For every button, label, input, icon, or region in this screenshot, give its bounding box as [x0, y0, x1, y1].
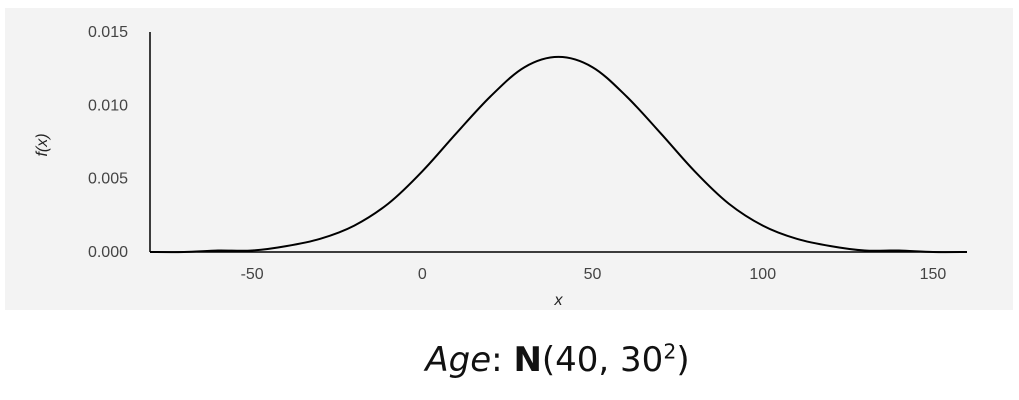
caption-distribution: N	[513, 340, 542, 380]
y-tick-label: 0.015	[88, 24, 128, 41]
chart-panel: 0.000 0.005 0.010 0.015 -50 0 50 100 150 x f(x)	[5, 8, 1013, 310]
caption-separator: :	[491, 340, 514, 380]
y-tick-label: 0.000	[88, 244, 128, 261]
caption-params: (40, 30	[541, 340, 664, 380]
x-axis-ticks: -50 0 50 100 150	[241, 266, 947, 283]
y-axis-ticks: 0.000 0.005 0.010 0.015	[88, 24, 128, 261]
distribution-caption: Age: N(40, 302)	[0, 340, 1019, 380]
y-axis-title: f(x)	[34, 133, 51, 156]
x-tick-label: -50	[241, 266, 264, 283]
caption-params-close: )	[676, 340, 690, 380]
normal-density-chart: 0.000 0.005 0.010 0.015 -50 0 50 100 150 x f(x)	[34, 24, 968, 309]
x-tick-label: 150	[920, 266, 947, 283]
x-axis-title: x	[554, 292, 564, 309]
density-curve-series	[149, 55, 968, 254]
y-tick-label: 0.010	[88, 97, 128, 114]
caption-variable: Age	[425, 340, 492, 380]
y-tick-label: 0.005	[88, 171, 128, 188]
caption-exponent: 2	[663, 339, 677, 364]
x-tick-label: 50	[584, 266, 602, 283]
x-tick-label: 100	[749, 266, 776, 283]
x-tick-label: 0	[418, 266, 427, 283]
